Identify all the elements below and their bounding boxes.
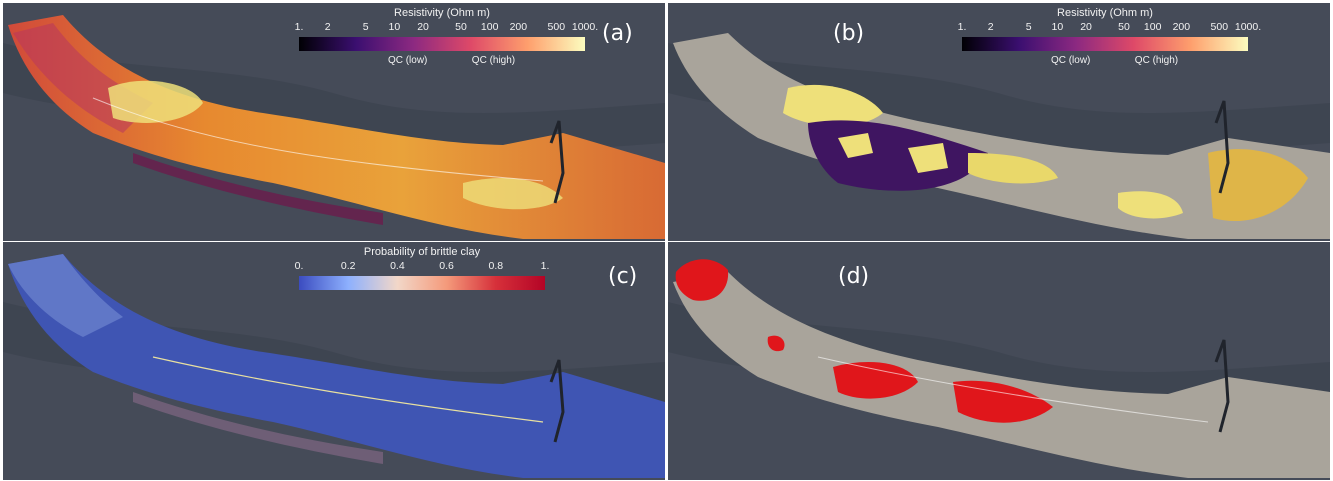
colorbar-tick-label: 0.4 — [390, 260, 405, 272]
qc-low-label: QC (low) — [1050, 55, 1091, 66]
panel-d-brittle-clay-model: (d) — [668, 242, 1330, 480]
terrain-ridge — [668, 43, 1330, 155]
colorbar-tick-label: 500 — [547, 21, 566, 33]
colorbar-tick-label: 1. — [957, 21, 967, 33]
panel-b-qc-model: (b) Resistivity (Ohm m) 1. 2 5 10 20 50 100 200 5… — [668, 3, 1330, 241]
panel-d-label: (d) — [838, 264, 870, 289]
qc-high-patch-3 — [968, 153, 1058, 184]
brittle-clay-body-2 — [767, 335, 785, 352]
colorbar-gradient — [299, 276, 545, 290]
panel-d-3d-scene — [668, 242, 1330, 480]
lighter-zone — [8, 254, 123, 337]
colorbar-tick-label: 100 — [480, 21, 499, 33]
colorbar-tick-label: 10 — [388, 21, 401, 33]
colorbar-ticks: 1. 2 5 10 20 50 100 200 500 1000. — [958, 21, 1262, 35]
colorbar-tick-label: 1000. — [571, 21, 599, 33]
terrain-ridge — [668, 302, 1330, 414]
qc-high-patch-4 — [1118, 191, 1183, 219]
colorbar-tick-label: 1. — [294, 21, 304, 33]
colorbar-tick-label: 0.8 — [488, 260, 504, 272]
colorbar-tick-label: 2 — [324, 21, 331, 33]
colorbar-tick-label: 1. — [540, 260, 550, 272]
probability-model-surface — [8, 254, 665, 478]
gray-model-surface — [673, 33, 1330, 239]
resistivity-colorbar: Resistivity (Ohm m) 1. 2 5 10 20 50 100 200 500 10… — [295, 7, 599, 107]
colorbar-tick-label: 10 — [1051, 21, 1064, 33]
panel-a-resistivity-model: (a) Resistivity (Ohm m) 1. 2 5 10 20 50 100 200 5… — [3, 3, 665, 241]
colorbar-title: Probability of brittle clay — [363, 246, 481, 258]
panel-c-probability-model: (c) Probability of brittle clay 0. 0.2 0.4 0… — [3, 242, 665, 480]
colorbar-gradient — [962, 37, 1248, 51]
qc-high-label: QC (high) — [471, 55, 516, 66]
profile-line — [152, 356, 544, 423]
road-cut — [549, 359, 565, 443]
colorbar-tick-label: 0.6 — [439, 260, 454, 272]
colorbar-tick-label: 5 — [1025, 21, 1032, 33]
model-side-wall — [133, 392, 383, 464]
colorbar-tick-label: 5 — [362, 21, 369, 33]
colorbar-tick-label: 2 — [987, 21, 994, 33]
colorbar-tick-label: 200 — [1172, 21, 1191, 33]
colorbar-tick-label: 0.2 — [340, 260, 356, 272]
brittle-clay-body-1 — [675, 259, 729, 301]
colorbar-tick-label: 20 — [417, 21, 429, 33]
colorbar-title: Resistivity (Ohm m) — [394, 7, 490, 19]
qc-high-patch-1 — [838, 133, 873, 158]
qc-high-zone-2 — [463, 178, 563, 210]
profile-line — [817, 356, 1209, 423]
gray-model-surface — [673, 272, 1330, 478]
brittle-clay-body-4 — [953, 380, 1053, 423]
model-side-wall — [133, 153, 383, 225]
colorbar-tick-label: 100 — [1143, 21, 1162, 33]
panel-a-label: (a) — [602, 21, 633, 46]
resistivity-colorbar: Resistivity (Ohm m) 1. 2 5 10 20 50 100 200 500 10… — [958, 7, 1262, 107]
colorbar-tick-label: 1000. — [1234, 21, 1262, 33]
panel-b-label: (b) — [833, 21, 865, 46]
probability-colorbar: Probability of brittle clay 0. 0.2 0.4 0.6 0.… — [295, 246, 550, 326]
panel-c-label: (c) — [608, 264, 638, 289]
colorbar-tick-label: 50 — [455, 21, 467, 33]
colorbar-tick-label: 200 — [509, 21, 528, 33]
colorbar-title: Resistivity (Ohm m) — [1057, 7, 1153, 19]
brittle-clay-body-3 — [833, 362, 918, 399]
road-cut — [1214, 339, 1230, 433]
colorbar-tick-label: 0. — [294, 260, 304, 272]
road-cut — [549, 120, 565, 204]
terrain-ridge — [3, 43, 665, 155]
qc-high-label: QC (high) — [1134, 55, 1179, 66]
colorbar-gradient — [299, 37, 585, 51]
qc-high-zone — [783, 84, 883, 127]
colorbar-tick-label: 500 — [1210, 21, 1229, 33]
colorbar-tick-label: 20 — [1080, 21, 1092, 33]
profile-line — [92, 97, 544, 182]
qc-high-patch-5 — [1208, 149, 1308, 222]
colorbar-tick-label: 50 — [1118, 21, 1130, 33]
road-cut — [1214, 100, 1230, 194]
colorbar-ticks: 0. 0.2 0.4 0.6 0.8 1. — [295, 260, 550, 274]
colorbar-ticks: 1. 2 5 10 20 50 100 200 500 1000. — [295, 21, 599, 35]
qc-low-label: QC (low) — [387, 55, 428, 66]
qc-high-patch-2 — [908, 143, 948, 173]
